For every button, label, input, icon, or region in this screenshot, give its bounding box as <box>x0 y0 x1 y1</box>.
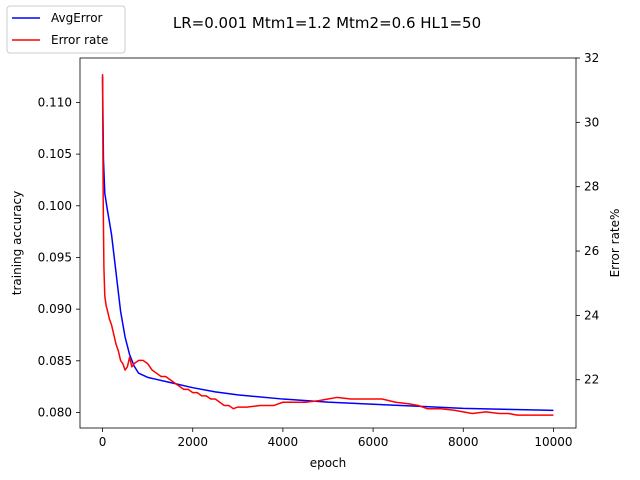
y-right-tick-label: 26 <box>584 244 599 258</box>
y-left-tick-label: 0.105 <box>38 147 72 161</box>
chart-title: LR=0.001 Mtm1=1.2 Mtm2=0.6 HL1=50 <box>173 14 481 32</box>
x-axis-label: epoch <box>310 456 347 470</box>
y-right-tick-label: 30 <box>584 115 599 129</box>
plot-area: 0 2000 4000 6000 8000 10000 0.080 0.085 0.090 0.0… <box>38 51 600 449</box>
legend-label: Error rate <box>51 33 108 47</box>
y-left-tick-label: 0.100 <box>38 199 72 213</box>
x-tick-label: 0 <box>99 435 107 449</box>
y-axis-right-label: Error rate% <box>608 209 622 278</box>
x-tick-label: 6000 <box>358 435 389 449</box>
x-tick-label: 2000 <box>177 435 208 449</box>
x-tick-label: 8000 <box>448 435 479 449</box>
y-left-tick-label: 0.080 <box>38 405 72 419</box>
y-right-tick-label: 28 <box>584 180 599 194</box>
y-left-tick-label: 0.085 <box>38 354 72 368</box>
y-axis-left-label: training accuracy <box>10 191 24 295</box>
y-right-tick-label: 22 <box>584 373 599 387</box>
series-line-error-rate <box>101 74 554 416</box>
y-left-tick-label: 0.095 <box>38 250 72 264</box>
legend: AvgError Error rate <box>6 5 126 54</box>
series-line-avg-error <box>101 76 554 412</box>
y-left-tick-label: 0.110 <box>38 95 72 109</box>
plot-frame <box>79 57 577 429</box>
x-tick-label: 10000 <box>534 435 572 449</box>
y-right-tick-label: 32 <box>584 51 599 65</box>
legend-label: AvgError <box>51 11 103 25</box>
y-right-tick-label: 24 <box>584 308 599 322</box>
x-tick-label: 4000 <box>268 435 299 449</box>
y-left-tick-label: 0.090 <box>38 302 72 316</box>
